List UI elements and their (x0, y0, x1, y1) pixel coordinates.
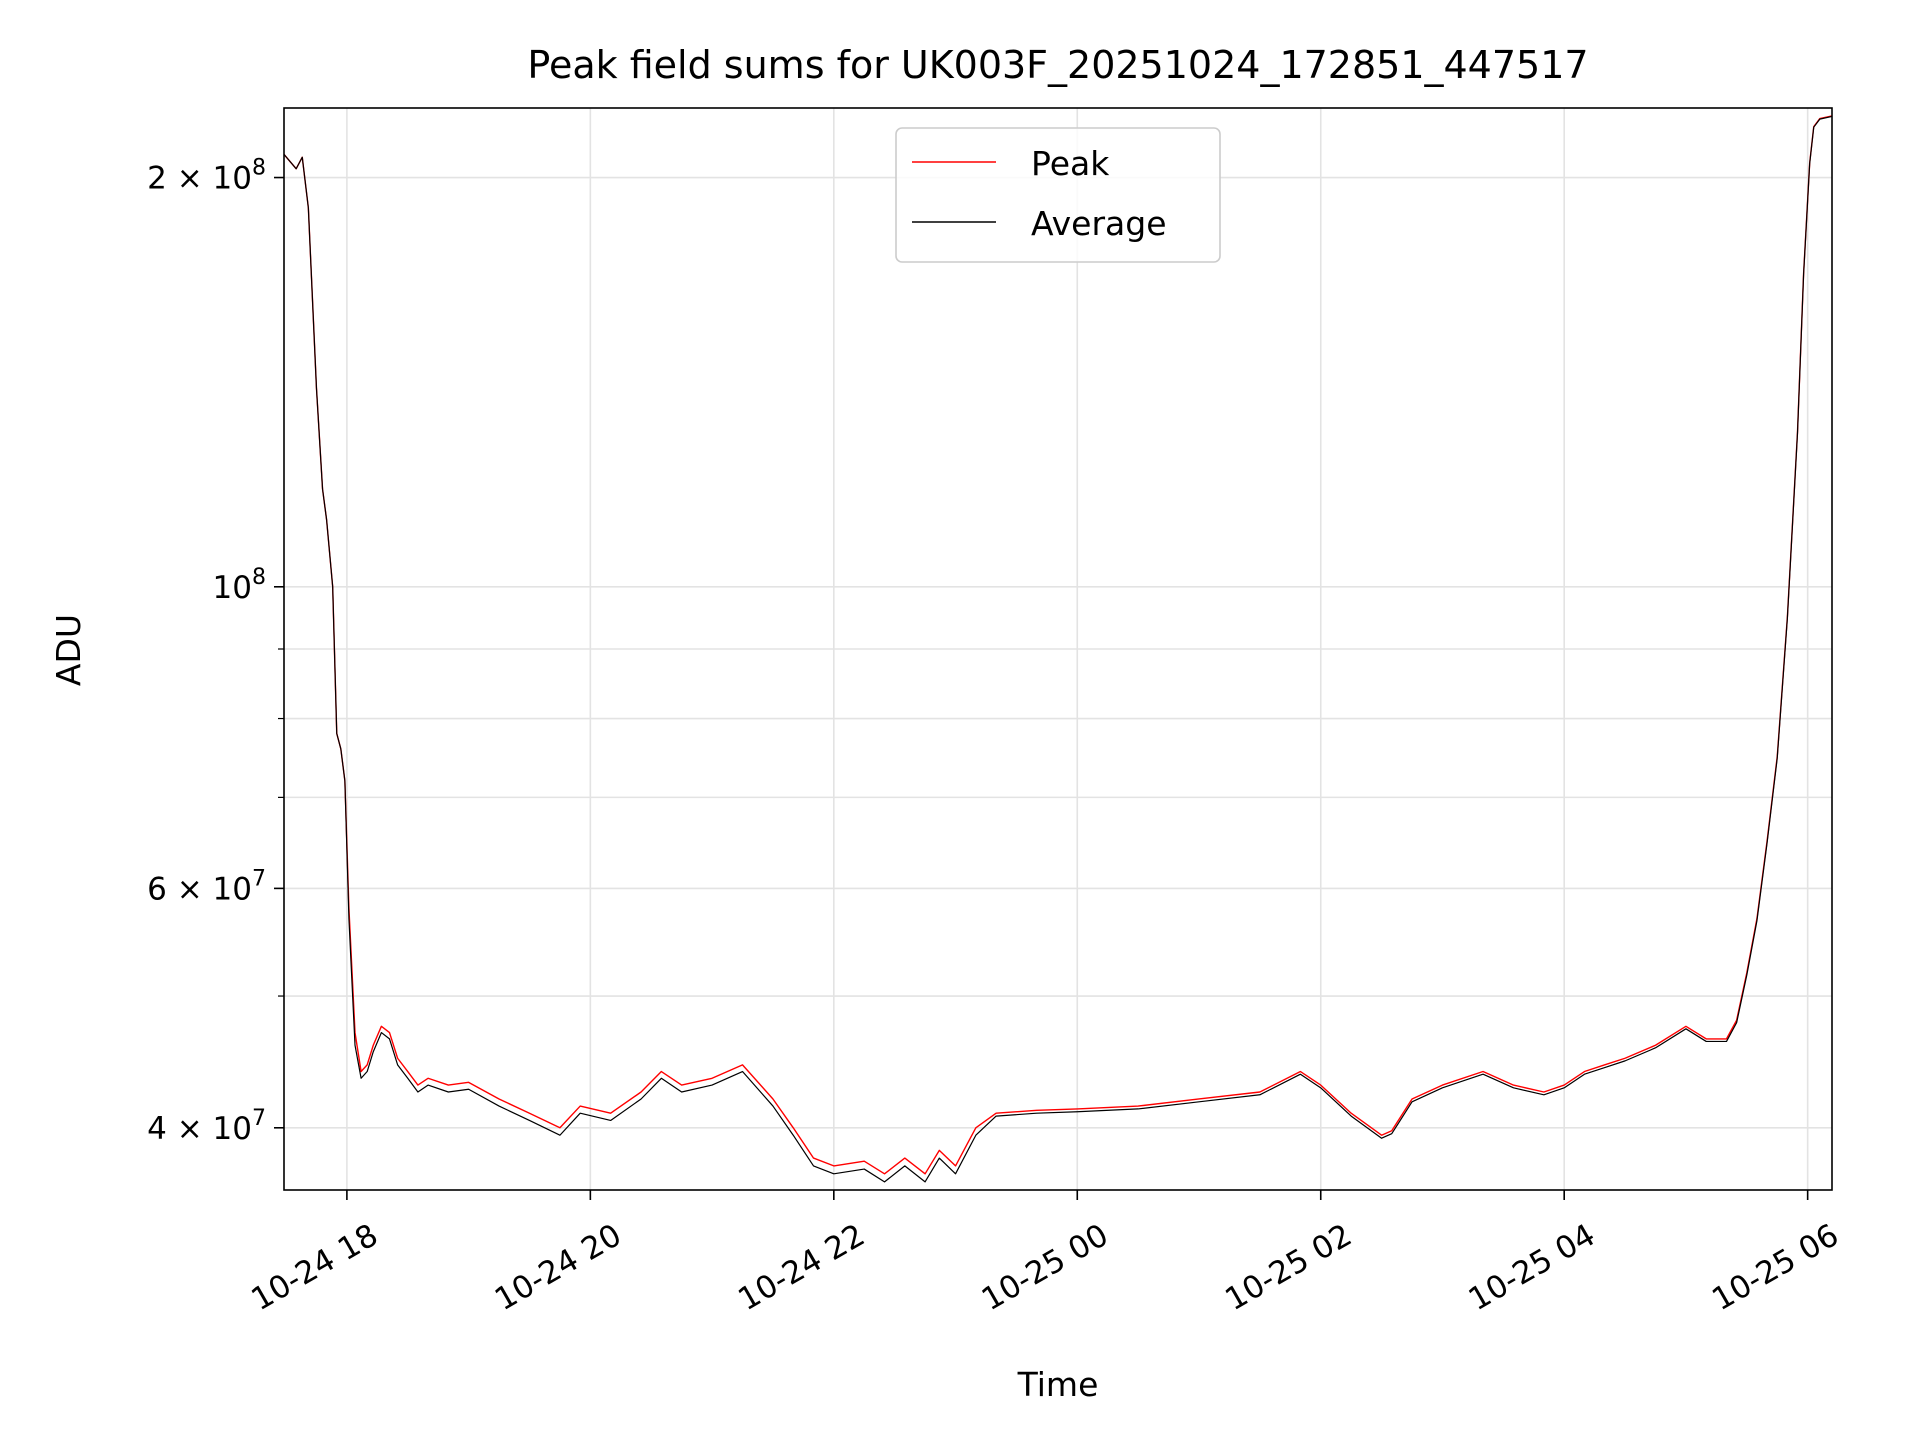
y-tick-label: 4 × 107 (147, 1106, 266, 1147)
series-line-peak (283, 115, 1833, 1175)
y-axis-label: ADU (49, 614, 88, 686)
y-tick-label: 6 × 107 (147, 866, 266, 907)
y-tick-label: 2 × 108 (147, 156, 266, 197)
series-layer (283, 115, 1833, 1183)
x-axis-label: Time (1017, 1365, 1099, 1404)
legend: Peak Average (895, 127, 1221, 263)
y-tick-label: 108 (213, 565, 266, 606)
series-line-average (283, 115, 1833, 1183)
legend-label-average: Average (1031, 204, 1167, 243)
legend-label-peak: Peak (1031, 144, 1110, 183)
chart-title: Peak field sums for UK003F_20251024_1728… (527, 43, 1588, 87)
